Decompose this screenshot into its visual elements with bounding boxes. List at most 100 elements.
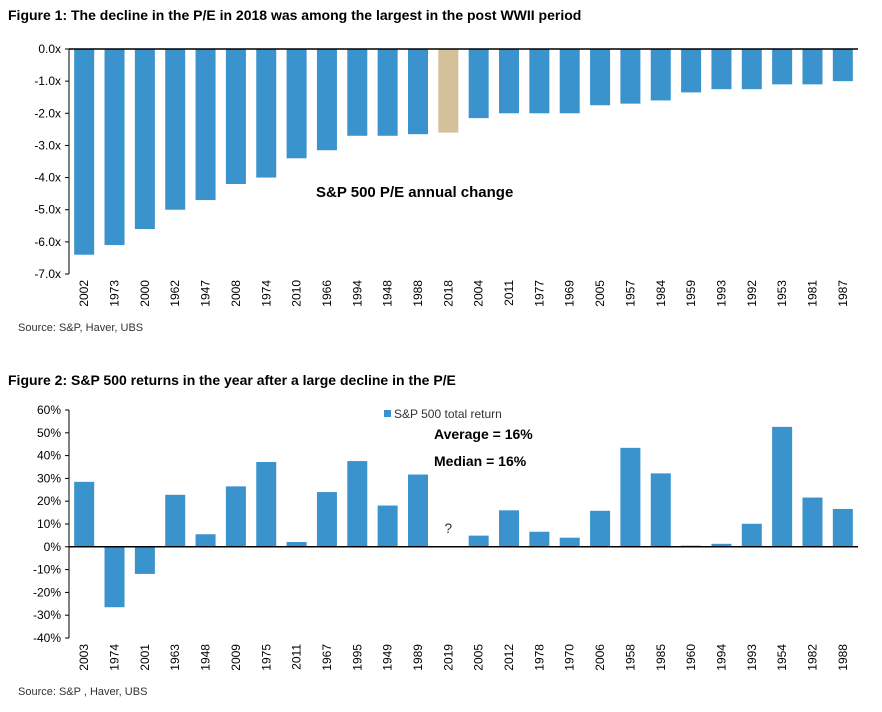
chart1-bar bbox=[559, 49, 580, 114]
figure2-source: Source: S&P , Haver, UBS bbox=[18, 686, 148, 698]
chart2-ytick-label: 50% bbox=[37, 426, 61, 440]
chart2-bar bbox=[286, 542, 307, 547]
chart1-bar bbox=[468, 49, 489, 119]
chart1-bar bbox=[741, 49, 762, 90]
chart1-bar bbox=[650, 49, 671, 101]
figure1-title: Figure 1: The decline in the P/E in 2018… bbox=[8, 7, 582, 23]
chart2-legend-swatch bbox=[384, 410, 391, 417]
chart2-xtick-label: 2012 bbox=[502, 644, 516, 671]
chart1-bar bbox=[620, 49, 641, 104]
chart2-xtick-label: 1988 bbox=[836, 644, 850, 671]
chart2-bar bbox=[832, 508, 853, 547]
chart2-xtick-label: 1989 bbox=[411, 644, 425, 671]
chart2-xtick-label: 1995 bbox=[350, 644, 364, 671]
chart2-bar bbox=[316, 492, 337, 547]
chart2-bar bbox=[802, 497, 823, 547]
chart2-xtick-label: 2006 bbox=[593, 644, 607, 671]
chart2-xtick-label: 1982 bbox=[805, 644, 819, 671]
chart1-xtick-label: 1969 bbox=[563, 280, 577, 307]
chart1-xtick-label: 1984 bbox=[654, 280, 668, 307]
chart1-bar bbox=[74, 49, 95, 255]
chart2-ytick-label: 40% bbox=[37, 449, 61, 463]
chart2-bar bbox=[468, 535, 489, 547]
chart1-ytick-label: -5.0x bbox=[34, 203, 61, 217]
chart2-average-annotation: Average = 16% bbox=[434, 426, 533, 442]
chart2-bar bbox=[377, 505, 398, 547]
chart2-ytick-label: -10% bbox=[33, 563, 61, 577]
chart1-bar bbox=[438, 49, 459, 133]
chart2-xtick-label: 1949 bbox=[381, 644, 395, 671]
chart2-xtick-label: 2019 bbox=[441, 644, 455, 671]
chart2-xtick-label: 2003 bbox=[77, 644, 91, 671]
chart1-xtick-label: 2000 bbox=[138, 280, 152, 307]
figure2-title: Figure 2: S&P 500 returns in the year af… bbox=[8, 372, 456, 388]
chart2-bar bbox=[590, 510, 611, 547]
chart1-xtick-label: 1966 bbox=[320, 280, 334, 307]
chart1-xtick-label: 2002 bbox=[77, 280, 91, 307]
chart1-bar bbox=[711, 49, 732, 90]
chart1-bar bbox=[195, 49, 216, 201]
chart2-bar bbox=[225, 486, 246, 547]
chart2-bar bbox=[772, 426, 793, 547]
chart2-xtick-label: 1958 bbox=[623, 644, 637, 671]
figure1-source: Source: S&P, Haver, UBS bbox=[18, 322, 144, 334]
chart2-bar bbox=[650, 473, 671, 547]
chart1-ytick-label: -1.0x bbox=[34, 74, 61, 88]
chart2-xtick-label: 1985 bbox=[654, 644, 668, 671]
chart1-bar bbox=[347, 49, 368, 136]
chart2-xtick-label: 1948 bbox=[199, 644, 213, 671]
chart2-bar bbox=[711, 543, 732, 547]
chart1-xtick-label: 1957 bbox=[623, 280, 637, 307]
chart2-bar bbox=[104, 546, 125, 608]
chart2-xtick-label: 1975 bbox=[259, 644, 273, 671]
chart1-xtick-label: 2005 bbox=[593, 280, 607, 307]
chart2-ytick-label: -40% bbox=[33, 631, 61, 645]
chart1-ytick-label: 0.0x bbox=[38, 42, 61, 56]
chart1-xtick-label: 2011 bbox=[502, 280, 516, 306]
chart2-bar bbox=[347, 461, 368, 547]
chart1-ytick-label: -2.0x bbox=[34, 106, 61, 120]
chart1-xtick-label: 1994 bbox=[350, 280, 364, 307]
chart1-bar bbox=[529, 49, 550, 114]
chart2-median-annotation: Median = 16% bbox=[434, 453, 527, 469]
chart1-annotation-title: S&P 500 P/E annual change bbox=[316, 184, 513, 201]
chart1-bar bbox=[256, 49, 277, 178]
chart1-bar bbox=[772, 49, 793, 85]
chart1-bar bbox=[832, 49, 853, 82]
chart1-xtick-label: 1947 bbox=[199, 280, 213, 307]
chart1-bar bbox=[316, 49, 337, 151]
chart2-ytick-label: -30% bbox=[33, 608, 61, 622]
chart1-xtick-label: 1959 bbox=[684, 280, 698, 307]
chart1-bar bbox=[407, 49, 428, 135]
chart2-bar bbox=[256, 461, 277, 547]
chart1-xtick-label: 1974 bbox=[259, 280, 273, 307]
chart2-xtick-label: 2005 bbox=[472, 644, 486, 671]
chart2-xtick-label: 1994 bbox=[714, 644, 728, 671]
chart2-xtick-label: 1954 bbox=[775, 644, 789, 671]
chart1-xtick-label: 1988 bbox=[411, 280, 425, 307]
chart1-xtick-label: 2018 bbox=[441, 280, 455, 307]
chart2-bar bbox=[620, 447, 641, 547]
chart1-xtick-label: 1987 bbox=[836, 280, 850, 307]
chart2-xtick-label: 1974 bbox=[108, 644, 122, 671]
chart1-xtick-label: 2004 bbox=[472, 280, 486, 307]
chart1-bar bbox=[225, 49, 246, 184]
chart1-bar bbox=[104, 49, 125, 246]
chart2-legend-label: S&P 500 total return bbox=[394, 407, 502, 421]
chart2-ytick-label: 0% bbox=[44, 540, 62, 554]
chart1-ytick-label: -7.0x bbox=[34, 267, 61, 281]
chart2-xtick-label: 2011 bbox=[290, 644, 304, 670]
chart2-ytick-label: -20% bbox=[33, 585, 61, 599]
chart1-bar bbox=[377, 49, 398, 136]
chart1-xtick-label: 1962 bbox=[168, 280, 182, 307]
chart1-xtick-label: 1973 bbox=[108, 280, 122, 307]
chart2-xtick-label: 2001 bbox=[138, 644, 152, 671]
chart1-bar bbox=[590, 49, 611, 106]
chart2-bar bbox=[499, 510, 520, 547]
chart1-bar bbox=[286, 49, 307, 159]
chart2-unknown-mark: ? bbox=[444, 520, 452, 536]
chart2-xtick-label: 1978 bbox=[532, 644, 546, 671]
chart2-ytick-label: 10% bbox=[37, 517, 61, 531]
chart2-ytick-label: 20% bbox=[37, 494, 61, 508]
